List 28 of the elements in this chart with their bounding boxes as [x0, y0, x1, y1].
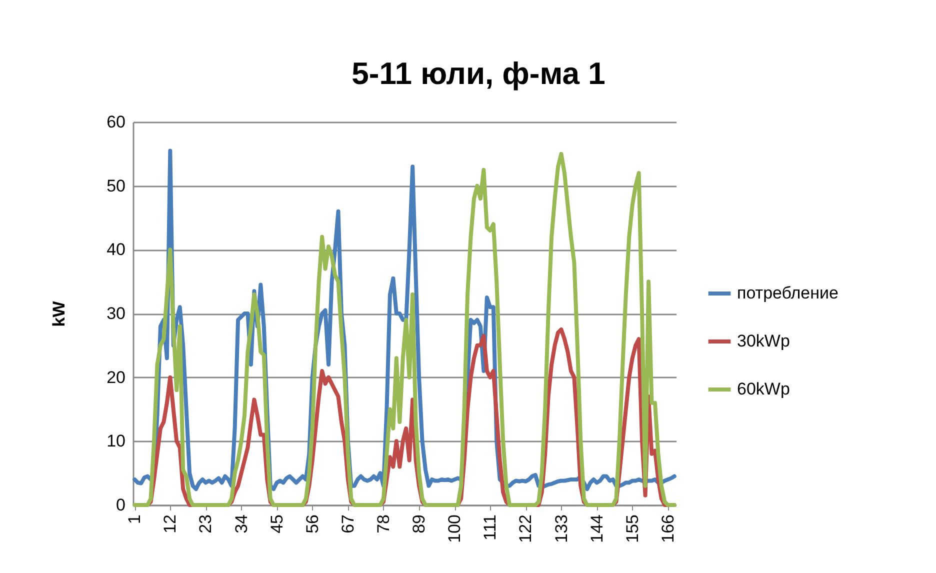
y-tick-label: 30 [106, 304, 126, 323]
x-tick-label: 12 [160, 514, 180, 534]
x-tick-label: 122 [516, 514, 536, 543]
x-tick-label: 111 [480, 514, 500, 540]
x-tick-label: 166 [658, 514, 678, 543]
y-tick-label: 0 [116, 496, 126, 514]
legend-label: 30kWp [737, 332, 790, 350]
x-tick-label: 100 [445, 514, 464, 543]
x-tick-label: 144 [587, 514, 606, 543]
y-tick-label: 40 [106, 240, 126, 260]
x-tick-label: 1 [125, 514, 144, 524]
x-tick-label: 45 [267, 514, 286, 534]
x-tick-label: 133 [552, 514, 571, 543]
y-tick-label: 10 [106, 432, 126, 451]
x-tick-label: 78 [374, 514, 393, 534]
y-tick-label: 20 [106, 368, 126, 387]
y-tick-label: 50 [106, 176, 126, 196]
y-axis-title: kW [50, 300, 69, 327]
x-tick-label: 34 [232, 514, 251, 534]
y-tick-label: 60 [106, 112, 126, 132]
x-tick-label: 67 [338, 514, 358, 534]
x-tick-label: 89 [410, 514, 429, 534]
legend-label: 60kWp [737, 380, 790, 398]
x-tick-label: 56 [302, 514, 322, 534]
x-tick-label: 155 [622, 514, 642, 543]
chart-title: 5-11 юли, ф-ма 1 [352, 56, 606, 91]
x-tick-label: 23 [196, 514, 216, 534]
legend-label: потребление [737, 284, 838, 302]
